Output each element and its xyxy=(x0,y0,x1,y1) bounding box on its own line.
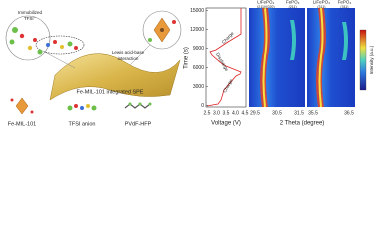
legend-label: Fe-MIL-101 xyxy=(8,121,36,127)
label: Fe-MIL-101 integrated SPE xyxy=(77,89,144,95)
x-tick-label: 2.5 xyxy=(204,110,211,116)
x-tick-label: 31.5 xyxy=(294,110,304,116)
heatmap-panel xyxy=(307,8,355,107)
x-tick-label: 3.5 xyxy=(223,110,230,116)
heatmap-band xyxy=(342,22,348,60)
label: interaction xyxy=(118,56,139,61)
plane-label: (311) xyxy=(340,5,348,9)
label: Immobilized xyxy=(18,10,43,15)
phase-label: FePO₄ xyxy=(286,0,300,5)
plane-label: (211) xyxy=(289,5,297,9)
dashed-ellipse xyxy=(35,35,85,55)
molecule xyxy=(9,27,78,55)
y-tick-label: 15000 xyxy=(190,8,204,14)
y-tick-label: 9000 xyxy=(193,46,204,52)
legend-icons xyxy=(10,97,152,115)
y-tick-label: 6000 xyxy=(193,65,204,71)
x-tick-label: 30.5 xyxy=(272,110,282,116)
plot-frame xyxy=(205,7,247,108)
connector xyxy=(44,51,76,69)
step-label: Charge xyxy=(222,78,234,94)
x-tick-label: 4.5 xyxy=(242,110,249,116)
x-tick-label: 35.5 xyxy=(308,110,318,116)
schematic: Immobilized TFSI⁻ Lewis acid-base intera… xyxy=(5,10,182,127)
legend-label: PVdF-HFP xyxy=(125,121,152,127)
heatmap-panel xyxy=(249,8,305,107)
phase-label: LiFePO₄ xyxy=(313,0,330,5)
x-axis-label: 2 Theta (degree) xyxy=(280,121,325,127)
connector xyxy=(129,44,151,66)
x-tick-label: 3.0 xyxy=(213,110,220,116)
label: Lewis acid-base xyxy=(112,50,145,55)
x-tick-label: 29.5 xyxy=(250,110,260,116)
y-axis-label: Time (s) xyxy=(184,47,190,69)
phase-label: FePO₄ xyxy=(338,0,352,5)
heatmap-band xyxy=(262,8,268,107)
octahedron xyxy=(148,17,176,43)
y-tick-label: 12000 xyxy=(190,27,204,33)
x-axis-label: Voltage (V) xyxy=(211,121,241,127)
x-tick-label: 36.5 xyxy=(344,110,354,116)
spe-membrane xyxy=(49,53,181,101)
y-tick-label: 0 xyxy=(201,103,204,109)
legend-label: TFSI anion xyxy=(69,121,96,127)
heatmap-band xyxy=(290,20,296,60)
plane-label: (311) xyxy=(317,5,325,9)
figure: Immobilized TFSI⁻ Lewis acid-base intera… xyxy=(5,0,374,127)
plane-label: (211)/(020) xyxy=(257,5,275,9)
colorbar-label: Intensity (a.u.) xyxy=(369,45,374,74)
x-tick-label: 4.0 xyxy=(232,110,239,116)
colorbar xyxy=(359,29,367,91)
zoom-circle xyxy=(5,15,51,61)
y-tick-label: 3000 xyxy=(193,84,204,90)
phase-label: LiFePO₄ xyxy=(257,0,274,5)
voltage-plot: Charge Discharge Charge Time (s) Voltage… xyxy=(184,7,247,127)
heatmaps: Intensity (a.u.) 2 Theta (degree) xyxy=(249,8,374,127)
voltage-curve xyxy=(206,8,242,107)
heatmap-band xyxy=(318,8,324,107)
label: TFSI⁻ xyxy=(24,16,37,21)
